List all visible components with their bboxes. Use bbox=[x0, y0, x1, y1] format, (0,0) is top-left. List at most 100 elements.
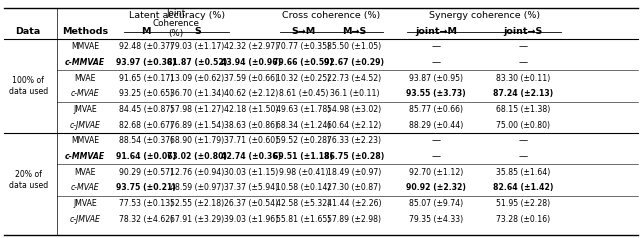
Text: 87.24 (±2.13): 87.24 (±2.13) bbox=[493, 89, 553, 99]
Text: 90.29 (±0.57): 90.29 (±0.57) bbox=[119, 168, 173, 177]
Text: 43.94 (±0.96): 43.94 (±0.96) bbox=[221, 58, 281, 67]
Text: 70.77 (±0.35): 70.77 (±0.35) bbox=[276, 42, 330, 51]
Text: 68.90 (±1.79): 68.90 (±1.79) bbox=[170, 136, 225, 145]
Text: —: — bbox=[518, 58, 527, 67]
Text: 85.50 (±1.05): 85.50 (±1.05) bbox=[328, 42, 381, 51]
Text: 39.03 (±1.96): 39.03 (±1.96) bbox=[224, 215, 278, 224]
Text: 30.03 (±1.15): 30.03 (±1.15) bbox=[224, 168, 278, 177]
Text: 92.67 (±0.29): 92.67 (±0.29) bbox=[324, 58, 385, 67]
Text: 48.59 (±0.97): 48.59 (±0.97) bbox=[170, 183, 225, 193]
Text: —: — bbox=[518, 136, 527, 145]
Text: 12.76 (±0.94): 12.76 (±0.94) bbox=[170, 168, 225, 177]
Text: joint→M: joint→M bbox=[415, 27, 457, 36]
Text: 35.85 (±1.64): 35.85 (±1.64) bbox=[496, 168, 550, 177]
Text: 37.71 (±0.60): 37.71 (±0.60) bbox=[224, 136, 278, 145]
Text: 83.30 (±0.11): 83.30 (±0.11) bbox=[496, 74, 550, 83]
Text: Synergy coherence (%): Synergy coherence (%) bbox=[429, 11, 540, 20]
Text: 36.1 (±0.11): 36.1 (±0.11) bbox=[330, 89, 380, 99]
Text: 91.65 (±0.17): 91.65 (±0.17) bbox=[119, 74, 173, 83]
Text: MVAE: MVAE bbox=[74, 168, 96, 177]
Text: 93.97 (±0.36): 93.97 (±0.36) bbox=[116, 58, 176, 67]
Text: 82.68 (±0.67): 82.68 (±0.67) bbox=[119, 121, 173, 130]
Text: 81.87 (±0.52): 81.87 (±0.52) bbox=[167, 58, 227, 67]
Text: 27.30 (±0.87): 27.30 (±0.87) bbox=[328, 183, 381, 193]
Text: —: — bbox=[431, 42, 441, 51]
Text: 84.45 (±0.87): 84.45 (±0.87) bbox=[119, 105, 173, 114]
Text: joint→S: joint→S bbox=[504, 27, 543, 36]
Text: 92.70 (±1.12): 92.70 (±1.12) bbox=[409, 168, 463, 177]
Text: 13.09 (±0.62): 13.09 (±0.62) bbox=[170, 74, 225, 83]
Text: 52.55 (±2.18): 52.55 (±2.18) bbox=[170, 199, 225, 208]
Text: 22.73 (±4.52): 22.73 (±4.52) bbox=[328, 74, 381, 83]
Text: 79.66 (±0.59): 79.66 (±0.59) bbox=[273, 58, 333, 67]
Text: 85.07 (±9.74): 85.07 (±9.74) bbox=[409, 199, 463, 208]
Text: —: — bbox=[518, 42, 527, 51]
Text: Methods: Methods bbox=[62, 27, 108, 36]
Text: 37.59 (±0.66): 37.59 (±0.66) bbox=[224, 74, 278, 83]
Text: 36.70 (±1.34): 36.70 (±1.34) bbox=[170, 89, 225, 99]
Text: 49.63 (±1.78): 49.63 (±1.78) bbox=[276, 105, 330, 114]
Text: 93.25 (±0.65): 93.25 (±0.65) bbox=[119, 89, 173, 99]
Text: 78.32 (±4.62): 78.32 (±4.62) bbox=[119, 215, 173, 224]
Text: 90.92 (±2.32): 90.92 (±2.32) bbox=[406, 183, 466, 193]
Text: 60.64 (±2.12): 60.64 (±2.12) bbox=[328, 121, 381, 130]
Text: 41.44 (±2.26): 41.44 (±2.26) bbox=[327, 199, 381, 208]
Text: 88.29 (±0.44): 88.29 (±0.44) bbox=[409, 121, 463, 130]
Text: 20% of
data used: 20% of data used bbox=[8, 170, 48, 190]
Text: MVAE: MVAE bbox=[74, 74, 96, 83]
Text: 55.81 (±1.65): 55.81 (±1.65) bbox=[276, 215, 330, 224]
Text: 37.37 (±5.94): 37.37 (±5.94) bbox=[224, 183, 278, 193]
Text: c-MMVAE: c-MMVAE bbox=[65, 58, 105, 67]
Text: M: M bbox=[141, 27, 151, 36]
Text: Latent accuracy (%): Latent accuracy (%) bbox=[129, 11, 225, 20]
Text: 79.35 (±4.33): 79.35 (±4.33) bbox=[409, 215, 463, 224]
Text: 86.75 (±0.28): 86.75 (±0.28) bbox=[324, 152, 385, 161]
Text: Data: Data bbox=[15, 27, 41, 36]
Text: —: — bbox=[431, 58, 441, 67]
Text: 9.98 (±0.41): 9.98 (±0.41) bbox=[278, 168, 328, 177]
Text: 57.98 (±1.27): 57.98 (±1.27) bbox=[170, 105, 225, 114]
Text: 69.51 (±1.18): 69.51 (±1.18) bbox=[273, 152, 333, 161]
Text: 42.74 (±0.36): 42.74 (±0.36) bbox=[221, 152, 281, 161]
Text: 73.28 (±0.16): 73.28 (±0.16) bbox=[496, 215, 550, 224]
Text: c-MMVAE: c-MMVAE bbox=[65, 152, 105, 161]
Text: c-JMVAE: c-JMVAE bbox=[70, 215, 100, 224]
Text: 73.02 (±0.80): 73.02 (±0.80) bbox=[168, 152, 227, 161]
Text: c-JMVAE: c-JMVAE bbox=[70, 121, 100, 130]
Text: 93.87 (±0.95): 93.87 (±0.95) bbox=[409, 74, 463, 83]
Text: 51.95 (±2.28): 51.95 (±2.28) bbox=[496, 199, 550, 208]
Text: 68.15 (±1.38): 68.15 (±1.38) bbox=[496, 105, 550, 114]
Text: S: S bbox=[194, 27, 201, 36]
Text: 10.32 (±0.25): 10.32 (±0.25) bbox=[276, 74, 330, 83]
Text: Cross coherence (%): Cross coherence (%) bbox=[282, 11, 380, 20]
Text: 92.48 (±0.37): 92.48 (±0.37) bbox=[119, 42, 173, 51]
Text: 77.53 (±0.13): 77.53 (±0.13) bbox=[119, 199, 173, 208]
Text: 42.18 (±1.50): 42.18 (±1.50) bbox=[224, 105, 278, 114]
Text: 54.98 (±3.02): 54.98 (±3.02) bbox=[328, 105, 381, 114]
Text: 85.77 (±0.66): 85.77 (±0.66) bbox=[409, 105, 463, 114]
Text: MMVAE: MMVAE bbox=[71, 42, 99, 51]
Text: 57.89 (±2.98): 57.89 (±2.98) bbox=[328, 215, 381, 224]
Text: M→S: M→S bbox=[342, 27, 367, 36]
Text: —: — bbox=[518, 152, 527, 161]
Text: 76.33 (±2.23): 76.33 (±2.23) bbox=[328, 136, 381, 145]
Text: 93.75 (±0.21): 93.75 (±0.21) bbox=[116, 183, 176, 193]
Text: MMVAE: MMVAE bbox=[71, 136, 99, 145]
Text: Joint
Coherence
(%): Joint Coherence (%) bbox=[153, 9, 200, 38]
Text: 79.03 (±1.17): 79.03 (±1.17) bbox=[170, 42, 225, 51]
Text: JMVAE: JMVAE bbox=[73, 199, 97, 208]
Text: 67.91 (±3.29): 67.91 (±3.29) bbox=[170, 215, 225, 224]
Text: 75.00 (±0.80): 75.00 (±0.80) bbox=[496, 121, 550, 130]
Text: 88.54 (±0.37): 88.54 (±0.37) bbox=[119, 136, 173, 145]
Text: 8.61 (±0.45): 8.61 (±0.45) bbox=[278, 89, 328, 99]
Text: 100% of
data used: 100% of data used bbox=[8, 76, 48, 96]
Text: 38.63 (±0.86): 38.63 (±0.86) bbox=[224, 121, 278, 130]
Text: 42.58 (±5.32): 42.58 (±5.32) bbox=[276, 199, 330, 208]
Text: JMVAE: JMVAE bbox=[73, 105, 97, 114]
Text: —: — bbox=[431, 152, 441, 161]
Text: 18.49 (±0.97): 18.49 (±0.97) bbox=[328, 168, 381, 177]
Text: 91.64 (±0.06): 91.64 (±0.06) bbox=[116, 152, 177, 161]
Text: 40.62 (±2.12): 40.62 (±2.12) bbox=[224, 89, 278, 99]
Text: S→M: S→M bbox=[291, 27, 316, 36]
Text: c-MVAE: c-MVAE bbox=[70, 183, 99, 193]
